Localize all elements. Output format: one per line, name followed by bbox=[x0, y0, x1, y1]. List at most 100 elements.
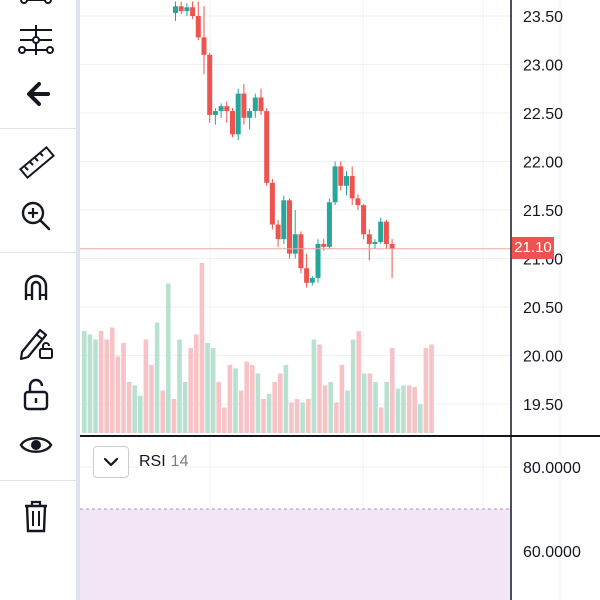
candle bbox=[252, 93, 258, 118]
candle bbox=[344, 171, 349, 196]
volume-bar bbox=[401, 385, 406, 433]
volume-bar bbox=[334, 402, 339, 433]
candle bbox=[230, 108, 235, 138]
candle bbox=[258, 88, 264, 115]
volume-bar bbox=[110, 327, 115, 433]
candle bbox=[361, 204, 367, 240]
volume-bar bbox=[104, 339, 109, 433]
price-tick-label: 20.00 bbox=[523, 349, 563, 366]
candle bbox=[247, 108, 253, 130]
candle bbox=[235, 88, 241, 141]
volume-bar bbox=[171, 399, 177, 433]
volume-bar bbox=[98, 331, 104, 433]
volume-bar bbox=[294, 399, 300, 433]
zoom-in-icon[interactable] bbox=[14, 194, 58, 238]
volume-bar bbox=[283, 365, 289, 433]
volume-bar bbox=[255, 373, 261, 433]
candle bbox=[298, 231, 304, 274]
back-arrow-icon[interactable] bbox=[14, 72, 58, 116]
volume-bar bbox=[423, 348, 429, 433]
rsi-name: RSI bbox=[139, 453, 166, 470]
volume-bar bbox=[182, 382, 188, 433]
trash-icon[interactable] bbox=[14, 494, 58, 538]
candle bbox=[287, 198, 292, 259]
volume-bar bbox=[222, 407, 227, 433]
volume-bar bbox=[373, 382, 378, 433]
volume-bar bbox=[311, 339, 317, 433]
fib-tool-icon[interactable] bbox=[14, 18, 58, 62]
trend-line-tool-icon[interactable] bbox=[14, 0, 58, 22]
volume-bar bbox=[138, 395, 143, 433]
candle bbox=[349, 166, 355, 206]
candle bbox=[372, 239, 378, 249]
volume-bar bbox=[188, 348, 193, 433]
candle bbox=[178, 1, 184, 15]
candle bbox=[355, 194, 361, 210]
price-tick-label: 23.50 bbox=[523, 9, 563, 26]
toolbar-divider bbox=[0, 128, 76, 129]
volume-bar bbox=[194, 334, 199, 433]
price-chart[interactable]: 23.5023.0022.5022.0021.5021.0020.5020.00… bbox=[80, 0, 600, 600]
candle bbox=[275, 219, 281, 247]
candle bbox=[218, 103, 224, 118]
magnet-icon[interactable] bbox=[14, 266, 58, 310]
candles bbox=[173, 1, 395, 288]
price-tick-label: 19.50 bbox=[523, 397, 563, 414]
volume-bar bbox=[412, 387, 417, 433]
candle bbox=[212, 108, 218, 125]
toolbar-divider bbox=[0, 480, 76, 481]
volume-bar bbox=[154, 322, 160, 433]
candle bbox=[184, 3, 190, 16]
price-tick-label: 23.00 bbox=[523, 58, 563, 75]
rsi-axis[interactable]: 80.0000 60.0000 bbox=[523, 460, 581, 561]
candle bbox=[378, 217, 384, 244]
candle bbox=[281, 195, 287, 244]
rsi-collapse-button[interactable] bbox=[93, 446, 129, 478]
volume-bar bbox=[250, 365, 255, 433]
price-tick-label: 20.50 bbox=[523, 300, 563, 317]
volume-bar bbox=[210, 348, 216, 433]
price-tick-label: 22.00 bbox=[523, 155, 563, 172]
volume-bar bbox=[350, 339, 356, 433]
volume-bar bbox=[160, 390, 165, 433]
candle bbox=[292, 210, 298, 259]
volume-bar bbox=[266, 393, 272, 433]
volume-bar bbox=[395, 388, 401, 433]
volume-bar bbox=[233, 368, 238, 433]
volume-bars bbox=[82, 263, 434, 433]
volume-bar bbox=[345, 390, 350, 433]
ruler-icon[interactable] bbox=[14, 141, 58, 185]
volume-bar bbox=[429, 344, 434, 433]
volume-bar bbox=[384, 382, 389, 433]
candle bbox=[224, 101, 230, 123]
volume-bar bbox=[93, 339, 98, 433]
rsi-length: 14 bbox=[170, 453, 189, 470]
volume-bar bbox=[317, 344, 322, 433]
lock-drawings-icon[interactable] bbox=[14, 320, 58, 364]
volume-bar bbox=[289, 402, 294, 433]
volume-bar bbox=[356, 331, 361, 433]
volume-bar bbox=[328, 382, 333, 433]
eye-icon[interactable] bbox=[14, 423, 58, 467]
volume-bar bbox=[177, 339, 182, 433]
candle bbox=[201, 6, 207, 75]
volume-bar bbox=[306, 399, 311, 433]
volume-bar bbox=[149, 365, 154, 433]
volume-bar bbox=[82, 331, 87, 433]
candle bbox=[304, 253, 310, 288]
candle bbox=[173, 1, 178, 21]
volume-bar bbox=[378, 407, 384, 433]
lock-icon[interactable] bbox=[14, 372, 58, 416]
volume-bar bbox=[115, 356, 121, 433]
price-tick-label: 22.50 bbox=[523, 106, 563, 123]
volume-bar bbox=[216, 382, 221, 433]
volume-bar bbox=[339, 365, 345, 433]
candle bbox=[366, 229, 372, 261]
volume-bar bbox=[278, 373, 283, 433]
candle bbox=[207, 52, 213, 123]
candle bbox=[315, 239, 321, 283]
price-axis[interactable]: 23.5023.0022.5022.0021.5021.0020.5020.00… bbox=[523, 9, 563, 414]
volume-bar bbox=[143, 339, 149, 433]
volume-bar bbox=[238, 390, 244, 433]
rsi-band bbox=[80, 509, 511, 600]
